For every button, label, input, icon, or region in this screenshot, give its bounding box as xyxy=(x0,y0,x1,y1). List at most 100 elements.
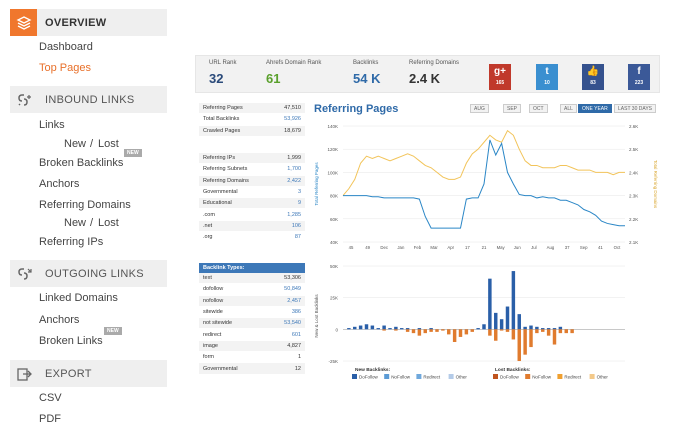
lost-backlinks-bar xyxy=(541,329,545,332)
lost-backlinks-bar xyxy=(552,329,557,345)
lost-backlinks-bar xyxy=(435,329,439,332)
legend-item: DoFollow xyxy=(359,375,379,380)
period-sep-button[interactable]: SEP xyxy=(503,104,522,113)
facebook-share[interactable]: f 223 xyxy=(628,64,650,90)
x-tick-label: 21 xyxy=(482,245,487,250)
row-value[interactable]: 1,700 xyxy=(287,166,301,173)
summary-table: Referring Pages 47,510 Total Backlinks 53,9… xyxy=(199,103,305,137)
new-backlinks-bar xyxy=(400,328,404,330)
nav-linked-domains[interactable]: Linked Domains xyxy=(39,292,118,304)
export-csv[interactable]: CSV xyxy=(39,392,62,404)
x-tick-label: 45 xyxy=(349,245,354,250)
export-icon xyxy=(10,360,37,387)
lost-backlinks-bar xyxy=(570,329,574,334)
new-backlinks-bar xyxy=(353,326,357,330)
googleplus-share[interactable]: g+ 165 xyxy=(489,64,511,90)
new-backlinks-bar xyxy=(546,328,551,330)
lost-backlinks-bar xyxy=(417,329,422,336)
row-value[interactable]: 2,422 xyxy=(287,177,301,184)
new-backlinks-bar xyxy=(388,328,392,330)
share-count: 10 xyxy=(544,80,550,86)
lost-backlinks-bar xyxy=(411,329,416,334)
new-badge: NEW xyxy=(124,149,142,157)
nav-anchors[interactable]: Anchors xyxy=(39,178,80,190)
table-row: .net 106 xyxy=(199,220,305,233)
row-label: text xyxy=(203,275,212,282)
row-value[interactable]: 2,457 xyxy=(287,297,301,304)
link-out-icon xyxy=(10,260,37,287)
row-value[interactable]: 50,849 xyxy=(284,286,301,293)
row-value[interactable]: 386 xyxy=(291,309,301,316)
row-label: redirect xyxy=(203,331,222,338)
row-value: 4,827 xyxy=(287,342,301,349)
twitter-share[interactable]: t 10 xyxy=(536,64,558,90)
x-tick-label: May xyxy=(497,245,506,250)
lost-backlinks-bar xyxy=(447,329,451,335)
row-value[interactable]: 1,285 xyxy=(287,211,301,218)
y-axis-label: New & Lost Backlinks xyxy=(314,294,319,338)
new-backlinks-bar xyxy=(552,328,557,330)
row-label: form xyxy=(203,354,214,361)
range-all-button[interactable]: ALL xyxy=(560,104,577,113)
nav-lost-links[interactable]: Lost xyxy=(98,138,119,150)
row-value: 1,999 xyxy=(287,155,301,162)
legend-swatch xyxy=(416,374,422,379)
new-legend-title: New Backlinks: xyxy=(355,367,391,373)
nav-new-domains[interactable]: New xyxy=(64,217,87,229)
row-value[interactable]: 601 xyxy=(291,331,301,338)
section-outgoing-label: OUTGOING LINKS xyxy=(45,267,144,280)
row-value[interactable]: 9 xyxy=(297,200,301,207)
nav-top-pages[interactable]: Top Pages xyxy=(39,62,91,74)
like-share[interactable]: 👍 83 xyxy=(582,64,604,90)
link-icon xyxy=(10,86,37,113)
x-tick-label: Dec xyxy=(380,245,388,250)
lost-backlinks-bar xyxy=(529,329,533,348)
section-inbound-links[interactable]: INBOUND LINKS xyxy=(10,86,167,113)
row-value[interactable]: 106 xyxy=(291,222,301,229)
nav-referring-domains[interactable]: Referring Domains xyxy=(39,199,131,211)
nav-dashboard[interactable]: Dashboard xyxy=(39,41,93,53)
export-pdf[interactable]: PDF xyxy=(39,413,61,425)
share-count: 223 xyxy=(634,80,644,86)
lost-backlinks-bar xyxy=(464,329,469,335)
stat-value: 2.4 K xyxy=(409,71,441,86)
legend-swatch xyxy=(352,374,357,379)
period-oct-button[interactable]: OCT xyxy=(529,104,548,113)
y-tick-label: 80K xyxy=(330,194,338,199)
row-value[interactable]: 3 xyxy=(297,189,301,196)
new-backlinks-bar xyxy=(358,325,363,330)
stats-bar: URL Rank 32 Ahrefs Domain Rank 61 Backli… xyxy=(195,55,660,93)
section-overview[interactable]: OVERVIEW xyxy=(10,9,167,36)
row-value: 1 xyxy=(297,354,301,361)
new-backlinks-bar xyxy=(529,325,533,330)
charts-area: 140K 120K 100K 80K 60K 40K 2.6K 2.5K 2.4K 2.3K 2.2… xyxy=(314,124,658,380)
nav-referring-ips[interactable]: Referring IPs xyxy=(39,236,104,248)
x-tick-label: Sep xyxy=(580,245,588,250)
stat-label: Backlinks xyxy=(353,60,379,66)
row-value[interactable]: 53,540 xyxy=(284,320,301,327)
stat-value: 32 xyxy=(209,71,224,86)
nav-lost-domains[interactable]: Lost xyxy=(98,217,119,229)
nav-links[interactable]: Links xyxy=(39,119,65,131)
x-tick-label: Aug xyxy=(547,245,555,250)
nav-broken-links[interactable]: Broken Links xyxy=(39,335,103,347)
table-row: Total Backlinks 53,926 xyxy=(199,114,305,126)
section-export[interactable]: EXPORT xyxy=(10,360,167,387)
nav-new-links[interactable]: New xyxy=(64,138,87,150)
range-one-year-button[interactable]: ONE YEAR xyxy=(578,104,612,113)
new-backlinks-bar xyxy=(482,324,486,330)
legend-swatch xyxy=(493,374,498,379)
table-row: .com 1,285 xyxy=(199,209,305,221)
table-row: nofollow 2,457 xyxy=(199,295,305,307)
range-last30-button[interactable]: LAST 30 DAYS xyxy=(614,104,656,113)
nav-outgoing-anchors[interactable]: Anchors xyxy=(39,314,80,326)
nav-broken-backlinks[interactable]: Broken Backlinks xyxy=(39,157,124,169)
x-tick-label: 17 xyxy=(465,245,470,250)
row-value[interactable]: 87 xyxy=(294,234,301,241)
legend-item: Redirect xyxy=(564,375,582,380)
period-aug-button[interactable]: AUG xyxy=(470,104,489,113)
section-outgoing-links[interactable]: OUTGOING LINKS xyxy=(10,260,167,287)
row-value[interactable]: 53,926 xyxy=(284,116,301,123)
row-value: 18,679 xyxy=(284,127,301,134)
lost-backlinks-bar xyxy=(499,329,504,331)
